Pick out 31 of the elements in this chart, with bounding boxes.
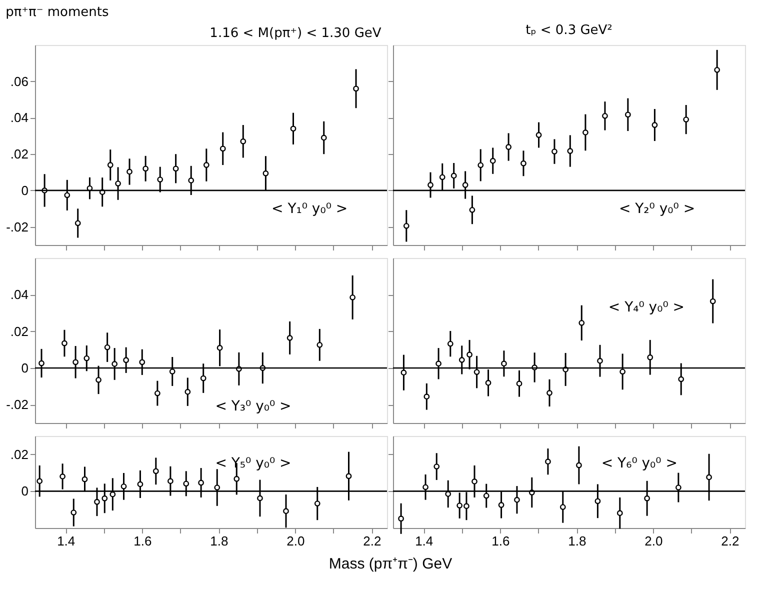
annotation: < Y₅⁰ y₀⁰ > (215, 456, 292, 472)
y-tick-label: .02 (10, 446, 28, 462)
y-tick-label: .04 (10, 110, 28, 126)
x-tick-label: 2.2 (363, 534, 382, 548)
x-tick-label: 1.4 (415, 534, 434, 548)
x-tick-label: 2.2 (721, 534, 740, 548)
x-tick-label: 1.6 (492, 534, 510, 548)
x-tick-label: 2.0 (644, 534, 663, 548)
annotation: < Y₁⁰ y₀⁰ > (272, 201, 348, 217)
y-tick-label: .04 (10, 287, 28, 302)
x-tick-label: 1.8 (210, 534, 228, 548)
y-tick-label: .02 (10, 324, 28, 339)
x-tick-label: 2.0 (286, 534, 305, 548)
annotation: < Y₄⁰ y₀⁰ > (608, 300, 684, 316)
y-tick-label: -.02 (6, 397, 28, 412)
chart-title: pπ⁺π⁻ moments (6, 5, 109, 20)
y-tick-label: .02 (10, 146, 28, 162)
x-axis-title: Mass (pπ⁺π⁻) GeV (328, 556, 452, 572)
annotation: < Y₂⁰ y₀⁰ > (618, 201, 696, 217)
x-tick-label: 1.4 (57, 534, 76, 548)
y-tick-label: -.02 (6, 219, 28, 234)
y-tick-label: 0 (21, 360, 28, 376)
text: 1.16 < M(pπ⁺) < 1.30 GeV (210, 26, 382, 41)
x-tick-label: 1.8 (568, 534, 586, 548)
chart-title: tₚ < 0.3 GeV² (526, 23, 612, 38)
y-tick-label: 0 (21, 182, 28, 198)
annotation: < Y₆⁰ y₀⁰ > (601, 456, 678, 472)
y-tick-label: .06 (10, 74, 28, 89)
x-tick-label: 1.6 (134, 534, 152, 548)
y-tick-label: 0 (21, 484, 28, 499)
annotation: < Y₃⁰ y₀⁰ > (215, 398, 292, 414)
